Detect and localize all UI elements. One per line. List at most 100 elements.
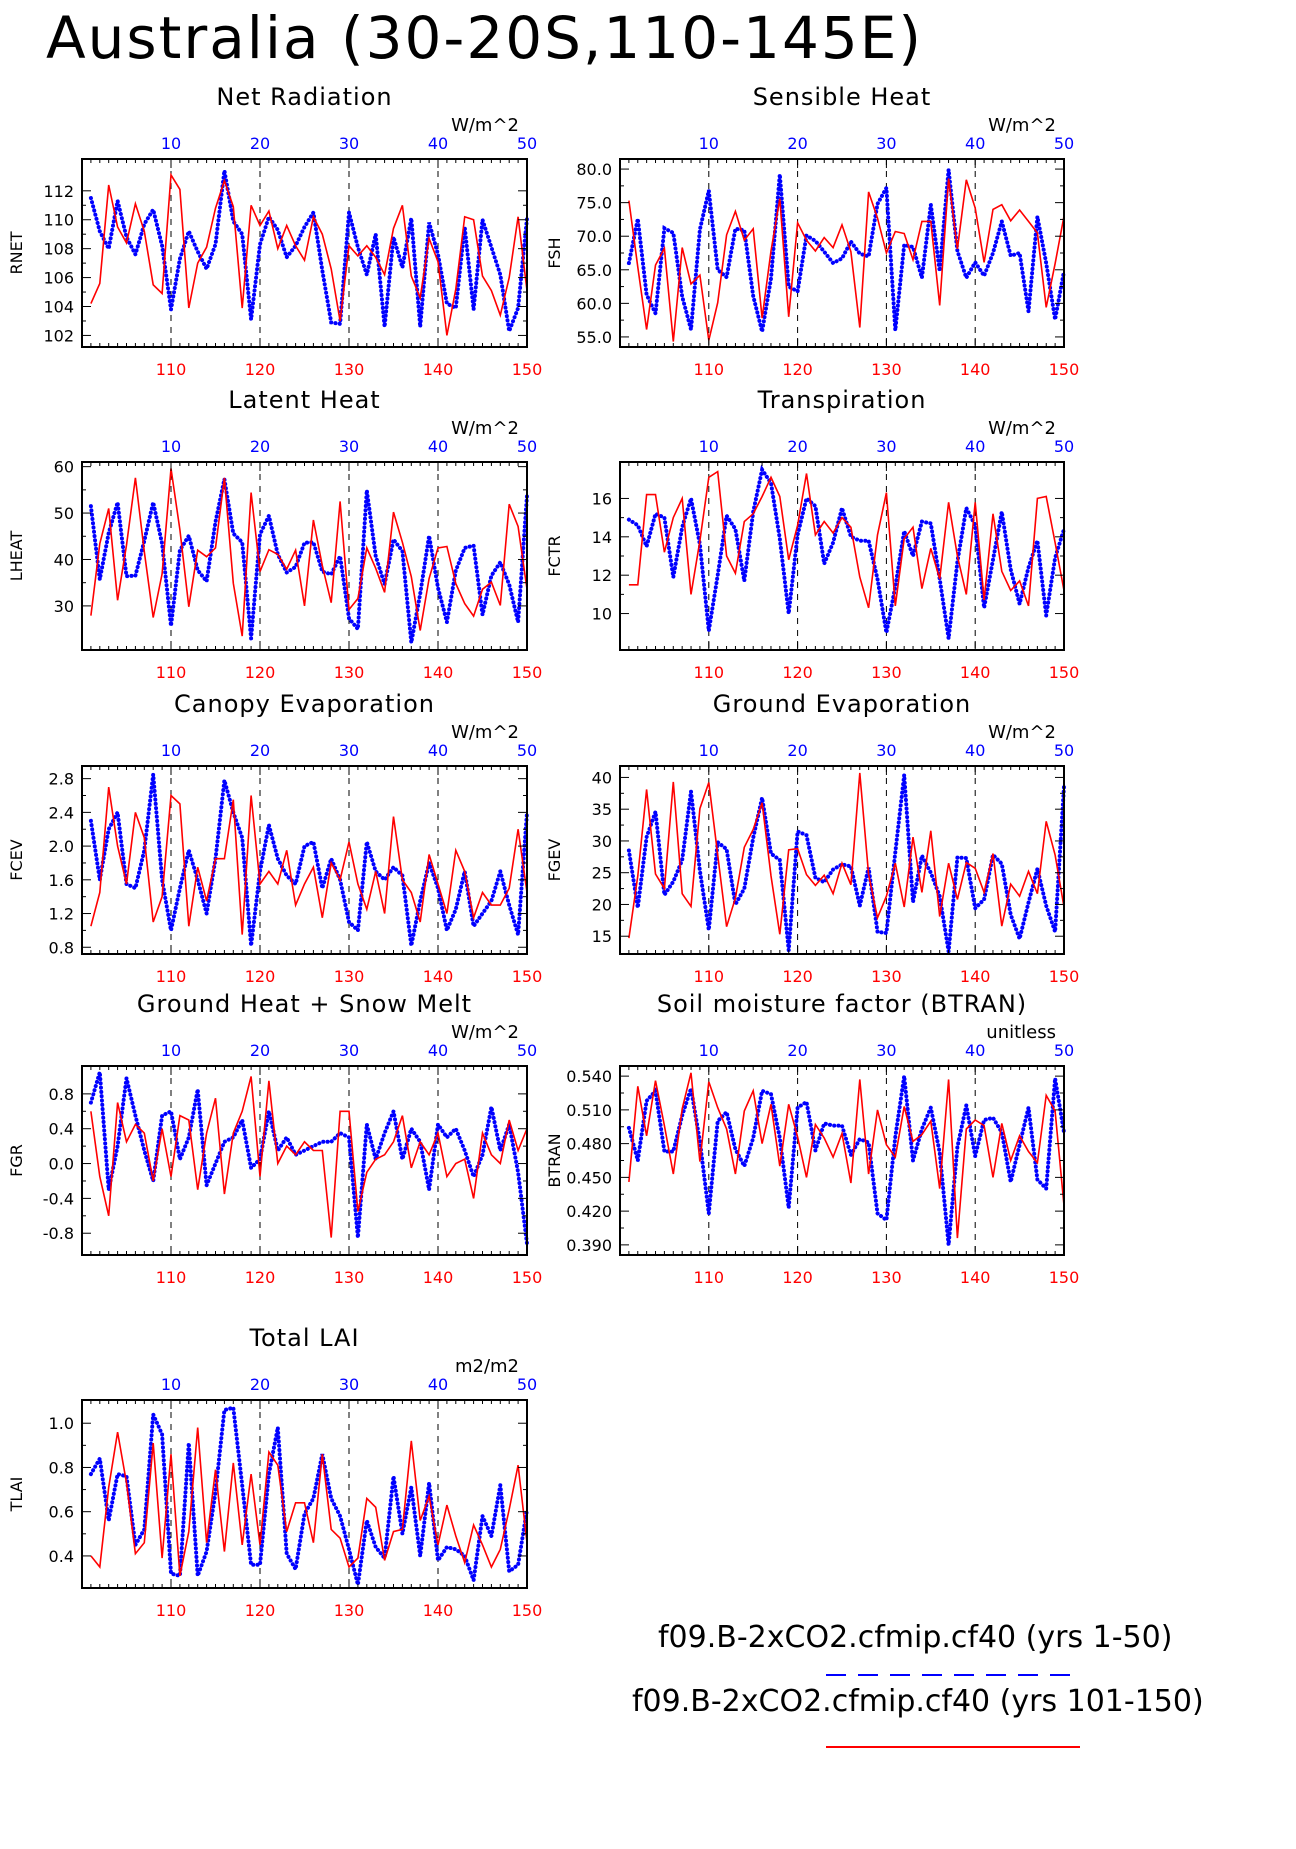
bottom-tick-label: 140 [423,1268,454,1287]
panel-title: Latent Heat [228,386,380,414]
y-tick-label: 0.6 [49,1503,74,1522]
y-tick-label: 0.540 [566,1067,612,1086]
y-tick-label: 12 [592,566,612,585]
top-tick-label: 40 [965,437,985,456]
top-tick-label: 40 [428,134,448,153]
y-tick-label: 0.390 [566,1236,612,1255]
top-tick-label: 40 [428,741,448,760]
y-tick-label: 2.8 [49,770,74,789]
series-red-line [90,1427,528,1576]
panel-6: Ground Heat + Snow Melt W/m^2 10 110 20 120 30… [7,990,542,1287]
y-axis-label: FCTR [545,535,564,576]
panel-title: Ground Evaporation [713,690,971,718]
y-tick-label: 0.420 [566,1202,612,1221]
y-axis-label: FCEV [7,839,26,880]
y-axis-label: BTRAN [545,1133,564,1187]
y-tick-label: 75.0 [576,194,612,213]
top-tick-label: 20 [787,134,807,153]
legend-line-blue [826,1674,1080,1676]
y-tick-label: 1.6 [49,871,74,890]
panel-units: m2/m2 [455,1356,519,1377]
bottom-tick-label: 130 [871,967,902,986]
bottom-tick-label: 140 [960,663,991,682]
bottom-tick-label: 130 [871,360,902,379]
top-tick-label: 20 [787,741,807,760]
y-tick-label: 2.0 [49,837,74,856]
y-tick-label: 1.0 [49,1414,74,1433]
series-blue-line [626,169,1066,333]
y-tick-label: -0.4 [43,1189,74,1208]
bottom-tick-label: 150 [1049,663,1080,682]
legend-line-red [826,1746,1080,1748]
bottom-tick-label: 130 [334,360,365,379]
bottom-tick-label: 150 [1049,360,1080,379]
y-tick-label: 0.480 [566,1135,612,1154]
y-tick-label: 1.2 [49,905,74,924]
top-tick-label: 20 [250,1375,270,1394]
bottom-tick-label: 140 [423,967,454,986]
legend-label-blue: f09.B-2xCO2.cfmip.cf40 (yrs 1-50) [658,1620,1173,1655]
y-tick-label: 110 [43,211,74,230]
bottom-tick-label: 110 [694,967,725,986]
top-tick-label: 10 [161,134,181,153]
panel-units: W/m^2 [988,418,1056,439]
bottom-tick-label: 110 [156,1268,187,1287]
bottom-tick-label: 150 [1049,1268,1080,1287]
series-blue-line [88,774,529,946]
y-tick-label: 0.8 [49,938,74,957]
panel-title: Net Radiation [216,83,392,111]
bottom-tick-label: 120 [782,663,813,682]
panel-units: W/m^2 [988,115,1056,136]
series-red-line [628,772,1065,939]
bottom-tick-label: 130 [334,663,365,682]
y-tick-label: 40 [592,768,612,787]
y-tick-label: 2.4 [49,803,74,822]
y-axis-label: FGEV [545,839,564,882]
bottom-tick-label: 110 [694,360,725,379]
bottom-tick-label: 150 [512,1268,543,1287]
top-tick-label: 10 [161,437,181,456]
top-tick-label: 20 [787,437,807,456]
top-tick-label: 40 [965,741,985,760]
plot-frame [619,461,1065,651]
bottom-tick-label: 140 [423,360,454,379]
series-blue-line [88,1071,529,1246]
bottom-tick-label: 130 [871,1268,902,1287]
y-tick-label: 30 [54,597,74,616]
top-tick-label: 50 [517,437,537,456]
y-tick-label: 60.0 [576,294,612,313]
top-tick-label: 10 [699,741,719,760]
main-title: Australia (30-20S,110-145E) [46,4,924,72]
bottom-tick-label: 150 [512,1601,543,1620]
top-tick-label: 50 [517,1041,537,1060]
bottom-tick-label: 110 [156,1601,187,1620]
y-tick-label: 108 [43,240,74,259]
top-tick-label: 40 [428,1375,448,1394]
y-tick-label: 35 [592,800,612,819]
y-tick-label: 80.0 [576,160,612,179]
bottom-tick-label: 150 [512,967,543,986]
top-tick-label: 40 [428,1041,448,1060]
series-red-line [90,172,528,336]
top-tick-label: 40 [965,1041,985,1060]
y-tick-label: 112 [43,182,74,201]
bottom-tick-label: 140 [960,1268,991,1287]
panel-3: Transpiration W/m^2 10 110 20 120 30 130 40 140 50… [545,386,1079,682]
top-tick-label: 10 [161,741,181,760]
y-tick-label: -0.8 [43,1224,74,1243]
top-tick-label: 10 [699,134,719,153]
panel-units: unitless [986,1022,1056,1043]
top-tick-label: 30 [339,1041,359,1060]
y-tick-label: 106 [43,269,74,288]
series-red-line [628,178,1065,342]
y-tick-label: 0.8 [49,1458,74,1477]
y-tick-label: 14 [592,528,612,547]
y-tick-label: 0.510 [566,1101,612,1120]
y-tick-label: 0.4 [49,1547,74,1566]
series-red-line [90,468,528,637]
y-tick-label: 0.4 [49,1120,74,1139]
series-red-line [628,470,1065,609]
panel-units: W/m^2 [451,115,519,136]
panel-2: Latent Heat W/m^2 10 110 20 120 30 130 40 140 50 15… [7,386,542,682]
top-tick-label: 20 [787,1041,807,1060]
